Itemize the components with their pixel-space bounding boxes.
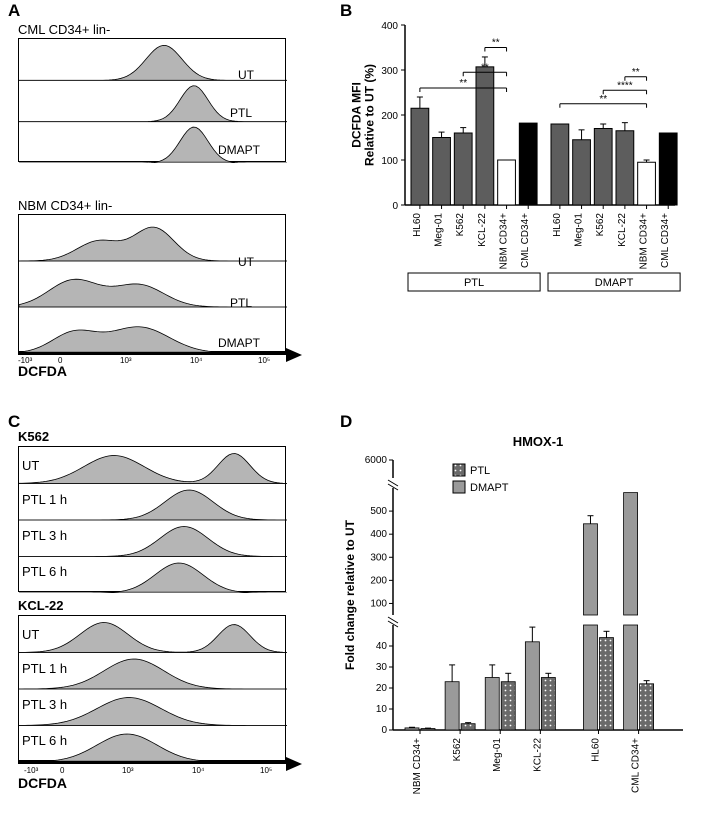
svg-text:CML CD34+: CML CD34+ [631,738,642,793]
panelC-b-row0: UT [22,627,39,642]
svg-text:NBM CD34+: NBM CD34+ [639,213,650,270]
svg-text:K562: K562 [595,213,606,237]
panelC-b-row2: PTL 3 h [22,697,67,712]
panelC-row1: PTL 1 h [22,492,67,507]
panelC-b-row1: PTL 1 h [22,661,67,676]
panelA-top-title: CML CD34+ lin- [18,22,110,37]
svg-text:HL60: HL60 [412,213,423,237]
svg-text:**: ** [599,94,607,105]
svg-text:PTL: PTL [464,277,484,289]
panelA-bottom-block [18,214,286,352]
svg-text:200: 200 [370,575,387,586]
svg-text:0: 0 [392,201,398,212]
svg-text:Meg-01: Meg-01 [492,738,503,772]
svg-text:**: ** [492,38,500,49]
svg-text:DMAPT: DMAPT [470,482,509,494]
panelA-row-ptl: PTL [230,106,252,120]
svg-text:K562: K562 [452,738,463,762]
svg-text:PTL: PTL [470,465,490,477]
svg-text:KCL-22: KCL-22 [532,738,543,772]
svg-text:Fold change relative to UT: Fold change relative to UT [343,519,357,670]
svg-text:DCFDA MFIRelative to UT (%): DCFDA MFIRelative to UT (%) [349,64,376,166]
panelB-chart: 0 100 200 300 400 DCFDA MFIRelative to UT (%)… [350,15,695,305]
svg-text:HL60: HL60 [590,738,601,762]
panelA-b-row-dmapt: DMAPT [218,336,260,350]
panelC-bottom-title: KCL-22 [18,598,64,613]
svg-text:Meg-01: Meg-01 [574,213,585,247]
svg-text:300: 300 [370,552,387,563]
svg-text:****: **** [617,80,633,91]
panelD-chart: HMOX-1 0 10 20 30 40 100 200 300 400 500 6000 Fold c… [338,428,698,823]
panelA-xaxis-label: DCFDA [18,363,67,379]
svg-text:100: 100 [370,598,387,609]
panelC-b-row3: PTL 6 h [22,733,67,748]
panelA-b-row-ptl: PTL [230,296,252,310]
svg-text:**: ** [481,62,489,73]
panelC-arrow [286,757,302,771]
svg-text:HMOX-1: HMOX-1 [513,434,564,449]
svg-text:CML CD34+: CML CD34+ [520,213,531,268]
svg-text:400: 400 [370,529,387,540]
panelA-b-row-ut: UT [238,255,254,269]
svg-text:30: 30 [376,662,388,673]
svg-text:300: 300 [381,66,398,77]
svg-text:CML CD34+: CML CD34+ [660,213,671,268]
svg-text:500: 500 [370,506,387,517]
svg-text:0: 0 [381,725,387,736]
svg-text:KCL-22: KCL-22 [617,213,628,247]
svg-text:**: ** [459,78,467,89]
svg-text:KCL-22: KCL-22 [477,213,488,247]
svg-text:HL60: HL60 [552,213,563,237]
panelA-arrow [286,348,302,362]
svg-text:DMAPT: DMAPT [595,277,634,289]
svg-text:100: 100 [381,156,398,167]
svg-text:20: 20 [376,683,388,694]
panel-label-a: A [8,1,20,21]
panelC-xaxis-label: DCFDA [18,775,67,791]
svg-text:400: 400 [381,21,398,32]
svg-text:10: 10 [376,704,388,715]
panelA-row-ut: UT [238,68,254,82]
panelC-top-title: K562 [18,429,49,444]
svg-text:6000: 6000 [365,455,388,466]
svg-text:40: 40 [376,641,388,652]
panelA-row-dmapt: DMAPT [218,143,260,157]
panelC-row2: PTL 3 h [22,528,67,543]
svg-text:Meg-01: Meg-01 [434,213,445,247]
panelA-bottom-title: NBM CD34+ lin- [18,198,112,213]
svg-text:200: 200 [381,111,398,122]
panelC-row0: UT [22,458,39,473]
svg-text:K562: K562 [455,213,466,237]
panelC-xaxis-line [18,761,286,766]
panelC-row3: PTL 6 h [22,564,67,579]
svg-text:NBM CD34+: NBM CD34+ [412,738,423,795]
svg-text:NBM CD34+: NBM CD34+ [499,213,510,270]
svg-text:**: ** [632,67,640,78]
